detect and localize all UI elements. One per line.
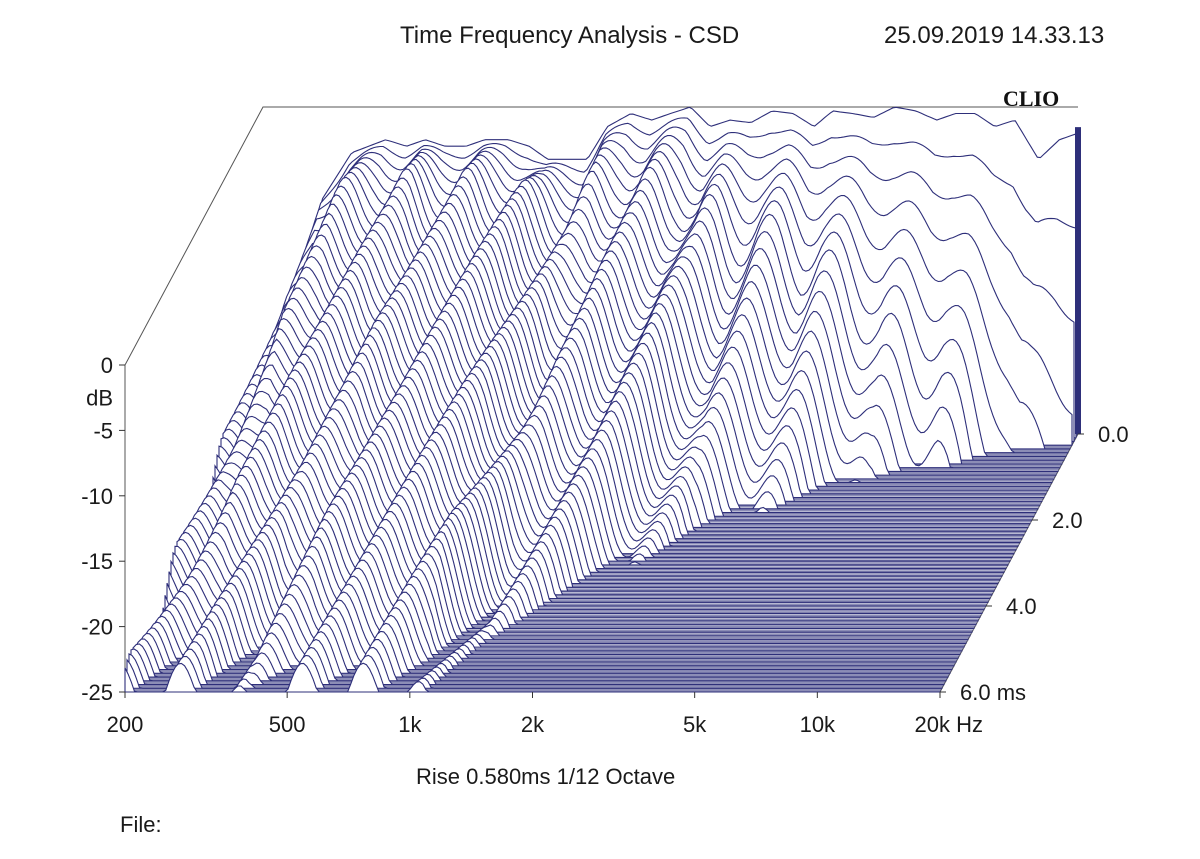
y-tick-label: -15 [81, 549, 113, 574]
decay-slice [130, 638, 947, 682]
decay-slice [126, 654, 943, 689]
decay-slice [132, 630, 949, 678]
x-tick-label: 500 [269, 712, 306, 737]
y-tick-label: -25 [81, 680, 113, 705]
x-tick-label: 5k [683, 712, 707, 737]
x-tick-label: 2k [521, 712, 545, 737]
measurement-caption: Rise 0.580ms 1/12 Octave [416, 764, 676, 789]
x-axis: 200 500 1k 2k 5k 10k 20k Hz [107, 692, 983, 737]
y-tick-label: -10 [81, 484, 113, 509]
x-tick-label: 10k [800, 712, 836, 737]
decay-slice [128, 646, 945, 686]
y-axis: 0 -5 -10 -15 -20 -25 dB [81, 353, 125, 705]
x-tick-label: 200 [107, 712, 144, 737]
timestamp: 25.09.2019 14.33.13 [884, 22, 1105, 49]
y-tick-label: -20 [81, 615, 113, 640]
time-tick-label: 4.0 [1006, 594, 1037, 619]
back-wall-edge [124, 106, 1078, 366]
brand-logo: CLIO [1003, 86, 1059, 111]
time-tick-label: 2.0 [1052, 508, 1083, 533]
time-tick-label: 6.0 ms [960, 680, 1026, 705]
chart-title: Time Frequency Analysis - CSD [400, 22, 740, 49]
file-label: File: [120, 812, 162, 837]
y-tick-label: 0 [101, 353, 113, 378]
decay-slices [124, 106, 1081, 693]
x-tick-label: 20k Hz [915, 712, 983, 737]
y-tick-label: -5 [93, 418, 113, 443]
x-tick-label: 1k [398, 712, 422, 737]
decay-slice [134, 622, 951, 674]
time-tick-label: 0.0 [1098, 422, 1129, 447]
y-axis-unit: dB [86, 386, 113, 411]
time-axis: 0.0 2.0 4.0 6.0 ms [940, 422, 1129, 705]
